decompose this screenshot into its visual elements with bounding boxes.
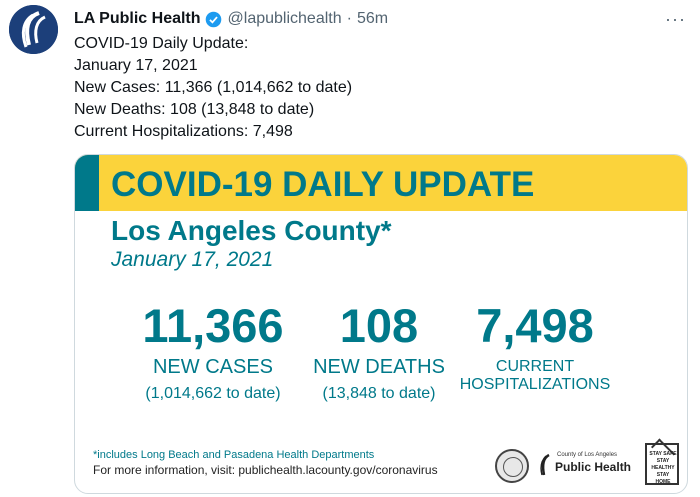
stat-label: CURRENT bbox=[495, 358, 575, 375]
la-public-health-logo-icon bbox=[9, 5, 58, 54]
stat-value: 7,498 bbox=[476, 299, 594, 352]
stat-hospitalizations: 7,498 CURRENT HOSPITALIZATIONS bbox=[455, 300, 615, 394]
stay-home-house-icon: STAY SAFE STAY HEALTHY STAY HOME bbox=[645, 443, 679, 485]
tweet-header: LA Public Health @lapublichealth · 56m ·… bbox=[74, 7, 686, 31]
card-date: January 17, 2021 bbox=[111, 248, 274, 271]
author-handle[interactable]: @lapublichealth bbox=[227, 10, 342, 27]
tweet-text-line: January 17, 2021 bbox=[74, 57, 198, 74]
county-seal-icon bbox=[495, 449, 529, 483]
stat-label: HOSPITALIZATIONS bbox=[459, 376, 611, 393]
stat-label: NEW CASES bbox=[152, 356, 274, 378]
stat-new-deaths: 108 NEW DEATHS (13,848 to date) bbox=[303, 300, 455, 404]
stat-new-cases: 11,366 NEW CASES (1,014,662 to date) bbox=[133, 300, 293, 404]
stay-home-text: STAY SAFE STAY HEALTHY STAY HOME bbox=[649, 451, 677, 485]
separator-dot: · bbox=[346, 10, 352, 27]
card-title: COVID-19 DAILY UPDATE bbox=[111, 165, 535, 204]
more-info-text: For more information, visit: publichealt… bbox=[93, 463, 438, 477]
stat-value: 11,366 bbox=[142, 299, 284, 352]
stat-subtext: (1,014,662 to date) bbox=[145, 385, 281, 402]
county-title: Los Angeles County* bbox=[111, 215, 392, 246]
tweet-text-line: COVID-19 Daily Update: bbox=[74, 35, 249, 52]
logo-county-text: County of Los Angeles bbox=[557, 452, 618, 458]
tweet-text-line: New Deaths: 108 (13,848 to date) bbox=[74, 101, 315, 118]
more-options-icon[interactable]: ··· bbox=[665, 9, 686, 29]
verified-badge-icon bbox=[205, 11, 221, 27]
avatar[interactable] bbox=[9, 5, 58, 54]
tweet-text-line: New Cases: 11,366 (1,014,662 to date) bbox=[74, 79, 353, 96]
banner-stripe bbox=[75, 155, 99, 211]
footnote: *includes Long Beach and Pasadena Health… bbox=[93, 449, 375, 461]
logo-public-health-text: Public Health bbox=[555, 460, 632, 474]
timestamp[interactable]: 56m bbox=[356, 10, 389, 27]
media-card[interactable]: COVID-19 DAILY UPDATE Los Angeles County… bbox=[74, 154, 688, 494]
banner bbox=[75, 155, 687, 211]
stat-value: 108 bbox=[339, 299, 419, 352]
stat-subtext: (13,848 to date) bbox=[322, 385, 436, 402]
author-name[interactable]: LA Public Health bbox=[74, 10, 201, 27]
public-health-logo: County of Los Angeles Public Health bbox=[537, 451, 637, 481]
stat-label: NEW DEATHS bbox=[313, 356, 445, 378]
tweet-text-line: Current Hospitalizations: 7,498 bbox=[74, 123, 293, 140]
public-health-mark-icon bbox=[540, 453, 550, 476]
tweet-text: COVID-19 Daily Update: January 17, 2021 … bbox=[74, 33, 352, 143]
